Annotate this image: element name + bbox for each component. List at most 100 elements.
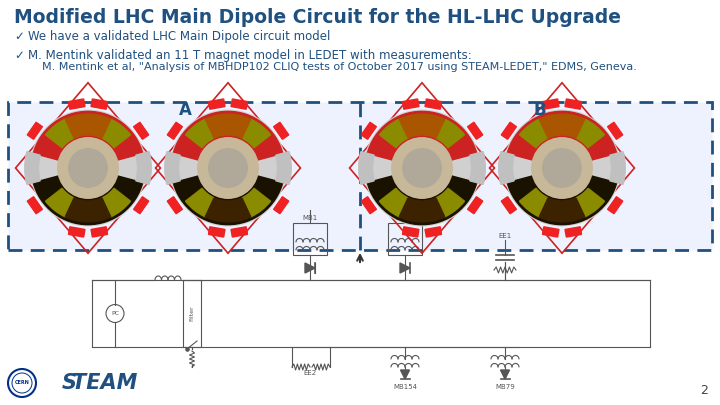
Text: 2: 2 [700,384,708,397]
Bar [27,197,42,214]
Bar [501,197,516,214]
Wedge shape [508,111,617,160]
Wedge shape [186,188,214,217]
Bar [91,99,107,109]
Bar [388,223,422,255]
Bar [565,227,582,237]
Wedge shape [576,119,605,148]
Bar [608,197,623,214]
Circle shape [170,110,286,226]
Circle shape [209,149,247,187]
Polygon shape [400,263,410,273]
Wedge shape [228,198,251,222]
Bar [27,122,42,139]
Bar [231,99,248,109]
Bar [274,197,289,214]
Wedge shape [66,198,88,222]
Text: CERN: CERN [14,381,30,386]
Wedge shape [45,188,74,217]
Bar [293,223,327,255]
Polygon shape [500,370,510,379]
Wedge shape [367,176,477,225]
Wedge shape [539,114,562,138]
Bar [167,122,182,139]
Wedge shape [45,119,74,148]
Polygon shape [400,370,410,379]
Text: MB77: MB77 [395,215,415,221]
Bar [402,227,419,237]
Wedge shape [165,151,180,184]
Wedge shape [33,111,143,160]
Bar [231,227,248,237]
Circle shape [392,138,452,198]
Wedge shape [102,119,130,148]
Bar [425,99,441,109]
Wedge shape [359,151,374,184]
Wedge shape [610,151,625,184]
Bar [542,99,559,109]
Bar [183,280,201,347]
Wedge shape [88,198,111,222]
Polygon shape [305,263,315,273]
Wedge shape [562,114,585,138]
Wedge shape [562,198,585,222]
Wedge shape [499,151,514,184]
Bar [134,197,149,214]
Wedge shape [436,188,464,217]
Text: EE1: EE1 [498,233,512,239]
Text: ✓: ✓ [14,30,24,43]
Wedge shape [174,176,283,225]
Bar [91,227,107,237]
Bar [608,122,623,139]
Wedge shape [470,151,485,184]
Wedge shape [66,114,88,138]
FancyBboxPatch shape [8,102,712,250]
Wedge shape [174,111,283,160]
Text: S: S [62,373,77,393]
Wedge shape [539,198,562,222]
Circle shape [532,138,593,198]
Circle shape [30,110,145,226]
Circle shape [402,149,441,187]
Circle shape [68,149,107,187]
Text: ✓: ✓ [14,49,24,62]
Bar [542,227,559,237]
Wedge shape [399,114,422,138]
Text: PC: PC [111,311,119,316]
Text: Filter: Filter [189,306,194,321]
Wedge shape [422,114,445,138]
Wedge shape [399,198,422,222]
Text: TEAM: TEAM [72,373,138,393]
Wedge shape [242,119,271,148]
Bar [361,197,377,214]
Text: M. Mentink et al, "Analysis of MBHDP102 CLIQ tests of October 2017 using STEAM-L: M. Mentink et al, "Analysis of MBHDP102 … [28,62,637,72]
Wedge shape [186,119,214,148]
Wedge shape [136,151,151,184]
Bar [68,227,85,237]
Wedge shape [205,114,228,138]
Text: Modified LHC Main Dipole Circuit for the HL-LHC Upgrade: Modified LHC Main Dipole Circuit for the… [14,8,621,27]
Wedge shape [508,176,617,225]
Wedge shape [205,198,228,222]
Circle shape [198,138,258,198]
Wedge shape [422,198,445,222]
Bar [501,122,516,139]
Wedge shape [520,188,548,217]
Text: MB1: MB1 [302,215,318,221]
Wedge shape [379,119,408,148]
Bar [467,122,482,139]
Text: M. Mentink validated an 11 T magnet model in LEDET with measurements:: M. Mentink validated an 11 T magnet mode… [28,49,472,62]
Bar [361,122,377,139]
Wedge shape [576,188,605,217]
Text: EE2: EE2 [303,370,317,376]
Wedge shape [33,176,143,225]
Text: MB154: MB154 [393,384,417,390]
Bar [565,99,582,109]
Wedge shape [379,188,408,217]
Wedge shape [24,151,40,184]
Bar [209,99,225,109]
Circle shape [543,149,581,187]
Wedge shape [367,111,477,160]
Circle shape [58,138,118,198]
Bar [274,122,289,139]
